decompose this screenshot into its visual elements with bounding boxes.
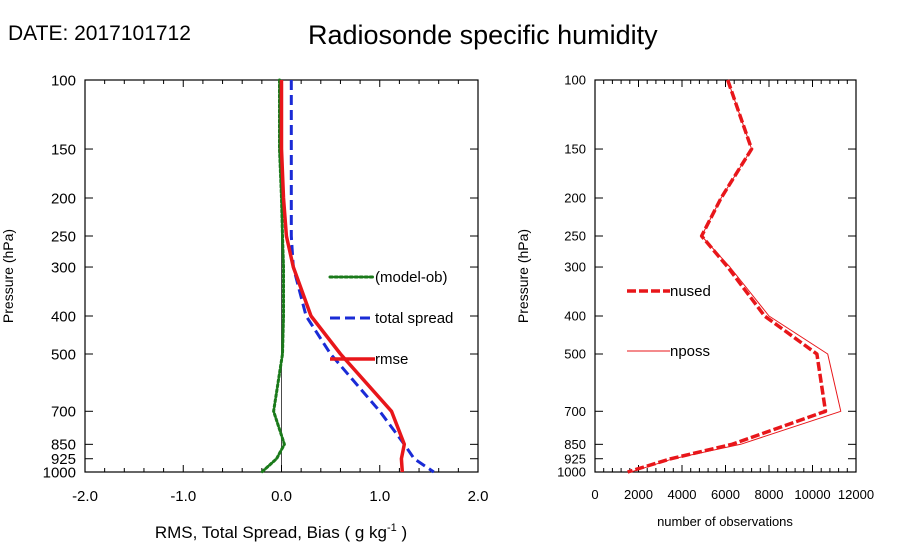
series-line-rmse [279, 80, 407, 473]
series-line-nused [627, 79, 828, 474]
y-tick-label: 925 [564, 451, 586, 466]
legend-label: (model-ob) [375, 269, 448, 286]
date-label: DATE: 2017101712 [8, 22, 191, 45]
plot-frame [594, 79, 857, 473]
x-tick-label: 2000 [624, 487, 653, 502]
y-tick-label: 100 [564, 73, 586, 88]
y-tick-label: 150 [564, 142, 586, 157]
x-tick-label: -1.0 [170, 488, 196, 505]
x-tick-label: 8000 [755, 487, 784, 502]
legend-label: nused [670, 283, 711, 300]
y-tick-label: 850 [564, 437, 586, 452]
x-tick-label: 1.0 [369, 488, 390, 505]
y-tick-label: 250 [51, 228, 76, 245]
series-line-total-spread [289, 80, 435, 474]
x-tick-label: 0.0 [271, 488, 292, 505]
x-tick-label: 2.0 [468, 488, 489, 505]
y-tick-label: 700 [564, 404, 586, 419]
y-tick-label: 400 [564, 309, 586, 324]
y-tick-label: 150 [51, 141, 76, 158]
y-tick-label: 925 [51, 451, 76, 468]
x-axis-label-text: RMS, Total Spread, Bias ( g kg [155, 523, 387, 542]
x-axis-label: RMS, Total Spread, Bias ( g kg-1 ) [155, 522, 407, 542]
x-tick-label: 0 [591, 487, 598, 502]
x-tick-label: -2.0 [72, 488, 98, 505]
y-tick-label: 300 [564, 260, 586, 275]
y-tick-label: 700 [51, 404, 76, 421]
y-tick-label: 100 [51, 72, 76, 89]
series-line-model-ob [260, 78, 286, 474]
legend-label: rmse [375, 351, 408, 368]
x-tick-label: 12000 [838, 487, 874, 502]
y-tick-label: 500 [51, 346, 76, 363]
y-tick-label: 250 [564, 229, 586, 244]
y-tick-label: 200 [51, 190, 76, 207]
y-axis-label: Pressure (hPa) [515, 229, 531, 323]
x-tick-label: 6000 [711, 487, 740, 502]
y-tick-label: 400 [51, 308, 76, 325]
y-tick-label: 1000 [43, 464, 76, 481]
y-tick-label: 300 [51, 259, 76, 276]
series-line-nposs [630, 79, 842, 473]
y-tick-label: 1000 [557, 465, 586, 480]
x-tick-label: 4000 [668, 487, 697, 502]
legend-label: nposs [670, 343, 710, 360]
x-tick-label: 10000 [794, 487, 830, 502]
y-tick-label: 200 [564, 191, 586, 206]
x-axis-label-superscript: -1 [387, 522, 397, 534]
x-axis-label-end: ) [397, 523, 407, 542]
left-panel: -2.0 -1.0 0.0 1.0 2.0 100 150 200 250 300 400 500 70… [0, 72, 488, 542]
y-tick-label: 850 [51, 437, 76, 454]
right-panel: 0 2000 4000 6000 8000 10000 12000 100 150 200 250 3… [515, 73, 874, 529]
chart-title: Radiosonde specific humidity [308, 20, 658, 50]
y-tick-label: 500 [564, 347, 586, 362]
x-axis-label: number of observations [657, 514, 793, 529]
y-axis-label: Pressure (hPa) [0, 229, 16, 323]
legend-label: total spread [375, 310, 453, 327]
